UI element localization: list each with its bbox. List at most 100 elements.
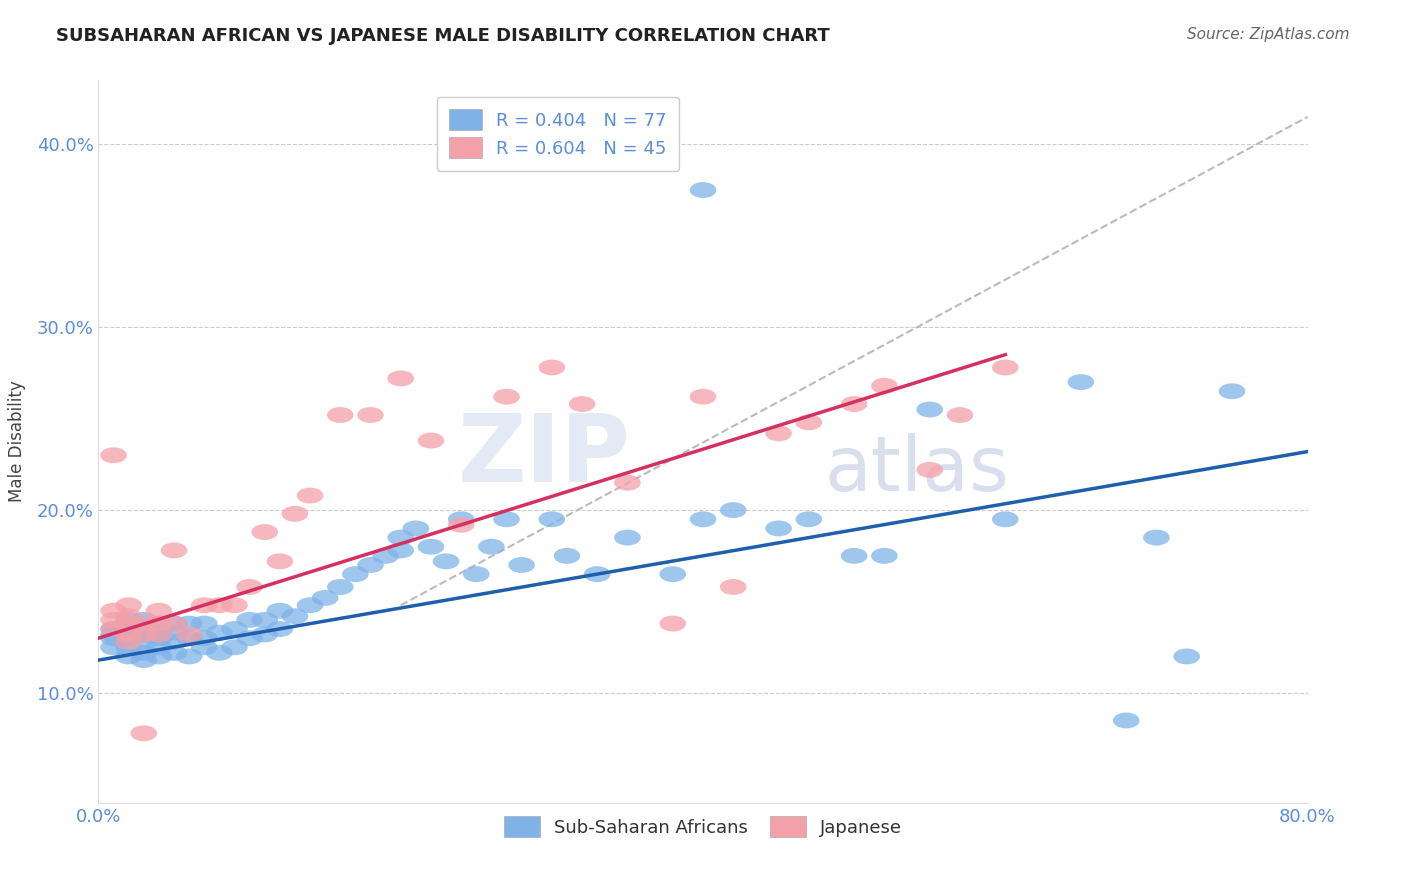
Ellipse shape [236, 612, 263, 628]
Ellipse shape [115, 615, 142, 632]
Ellipse shape [765, 520, 792, 536]
Ellipse shape [252, 524, 278, 540]
Ellipse shape [131, 615, 157, 632]
Ellipse shape [221, 621, 247, 637]
Ellipse shape [297, 488, 323, 503]
Ellipse shape [659, 615, 686, 632]
Ellipse shape [872, 548, 897, 564]
Ellipse shape [146, 626, 172, 642]
Ellipse shape [433, 553, 460, 569]
Ellipse shape [659, 566, 686, 582]
Ellipse shape [569, 396, 595, 412]
Ellipse shape [478, 539, 505, 555]
Ellipse shape [115, 608, 142, 624]
Ellipse shape [100, 640, 127, 656]
Ellipse shape [146, 631, 172, 646]
Ellipse shape [160, 615, 187, 632]
Ellipse shape [538, 359, 565, 376]
Ellipse shape [115, 612, 142, 628]
Ellipse shape [690, 389, 716, 405]
Ellipse shape [131, 626, 157, 642]
Ellipse shape [176, 648, 202, 665]
Ellipse shape [614, 475, 641, 491]
Text: Source: ZipAtlas.com: Source: ZipAtlas.com [1187, 27, 1350, 42]
Ellipse shape [872, 378, 897, 393]
Ellipse shape [388, 370, 413, 386]
Ellipse shape [221, 598, 247, 613]
Ellipse shape [176, 626, 202, 642]
Ellipse shape [1219, 384, 1246, 400]
Ellipse shape [131, 652, 157, 668]
Ellipse shape [207, 598, 232, 613]
Ellipse shape [115, 640, 142, 656]
Ellipse shape [841, 548, 868, 564]
Ellipse shape [207, 624, 232, 640]
Ellipse shape [131, 619, 157, 635]
Ellipse shape [297, 598, 323, 613]
Text: SUBSAHARAN AFRICAN VS JAPANESE MALE DISABILITY CORRELATION CHART: SUBSAHARAN AFRICAN VS JAPANESE MALE DISA… [56, 27, 830, 45]
Ellipse shape [146, 648, 172, 665]
Ellipse shape [131, 645, 157, 661]
Ellipse shape [328, 407, 353, 423]
Ellipse shape [131, 612, 157, 628]
Ellipse shape [146, 624, 172, 640]
Ellipse shape [796, 511, 823, 527]
Ellipse shape [281, 506, 308, 522]
Ellipse shape [993, 511, 1018, 527]
Ellipse shape [328, 579, 353, 595]
Ellipse shape [267, 553, 292, 569]
Ellipse shape [236, 631, 263, 646]
Ellipse shape [115, 648, 142, 665]
Text: atlas: atlas [824, 434, 1008, 508]
Ellipse shape [281, 608, 308, 624]
Ellipse shape [342, 566, 368, 582]
Ellipse shape [1174, 648, 1199, 665]
Ellipse shape [765, 425, 792, 442]
Ellipse shape [160, 634, 187, 649]
Ellipse shape [449, 516, 474, 533]
Ellipse shape [146, 640, 172, 656]
Ellipse shape [100, 621, 127, 637]
Ellipse shape [176, 631, 202, 646]
Ellipse shape [115, 631, 142, 646]
Ellipse shape [614, 530, 641, 546]
Ellipse shape [100, 626, 127, 642]
Ellipse shape [388, 542, 413, 558]
Ellipse shape [191, 631, 218, 646]
Ellipse shape [312, 590, 339, 606]
Ellipse shape [115, 598, 142, 613]
Ellipse shape [373, 548, 399, 564]
Y-axis label: Male Disability: Male Disability [7, 381, 25, 502]
Ellipse shape [720, 502, 747, 518]
Ellipse shape [841, 396, 868, 412]
Ellipse shape [993, 359, 1018, 376]
Text: ZIP: ZIP [457, 410, 630, 502]
Ellipse shape [267, 603, 292, 619]
Ellipse shape [720, 579, 747, 595]
Ellipse shape [1114, 713, 1139, 729]
Ellipse shape [267, 621, 292, 637]
Ellipse shape [1067, 374, 1094, 390]
Ellipse shape [115, 621, 142, 637]
Ellipse shape [252, 626, 278, 642]
Ellipse shape [388, 530, 413, 546]
Ellipse shape [236, 579, 263, 595]
Ellipse shape [160, 542, 187, 558]
Ellipse shape [146, 603, 172, 619]
Ellipse shape [252, 612, 278, 628]
Ellipse shape [796, 415, 823, 430]
Ellipse shape [176, 615, 202, 632]
Ellipse shape [418, 539, 444, 555]
Ellipse shape [191, 640, 218, 656]
Ellipse shape [402, 520, 429, 536]
Ellipse shape [690, 182, 716, 198]
Ellipse shape [115, 634, 142, 649]
Ellipse shape [917, 401, 943, 417]
Ellipse shape [494, 511, 520, 527]
Ellipse shape [207, 645, 232, 661]
Ellipse shape [131, 725, 157, 741]
Ellipse shape [131, 634, 157, 649]
Ellipse shape [357, 407, 384, 423]
Ellipse shape [160, 624, 187, 640]
Ellipse shape [538, 511, 565, 527]
